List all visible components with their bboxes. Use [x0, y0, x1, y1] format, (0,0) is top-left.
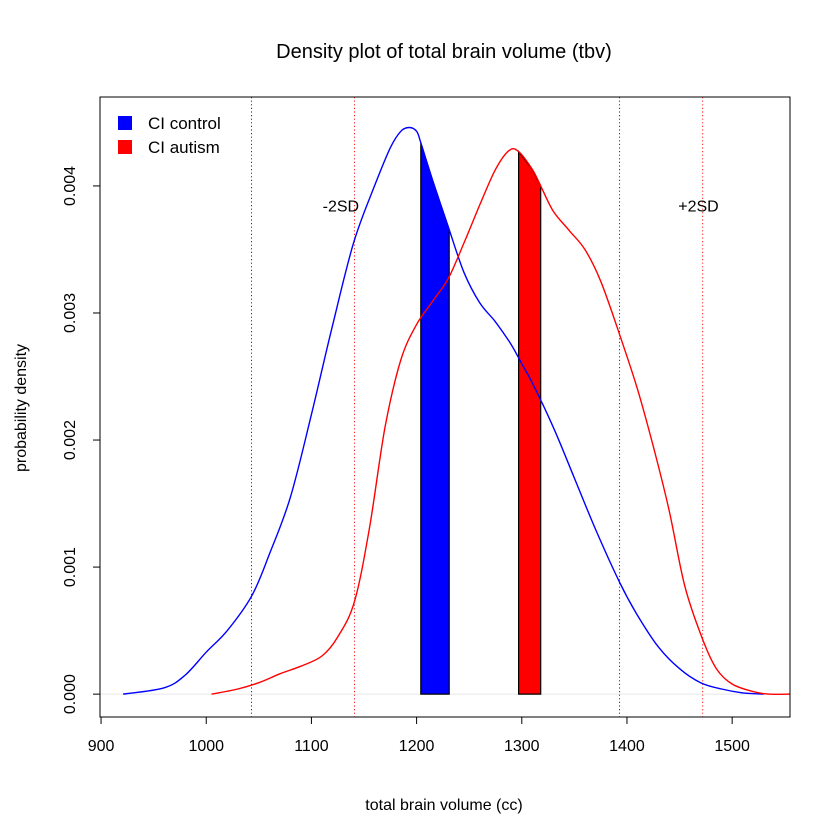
y-tick-label: 0.001 [62, 547, 79, 587]
y-axis-label: probability density [13, 344, 30, 472]
y-tick-label: 0.000 [62, 674, 79, 714]
annotation-2: +2SD [678, 198, 718, 215]
legend-label-1: CI control [148, 114, 221, 133]
plot-layer: -2SD +2SD [100, 97, 791, 717]
x-tick-label: 1400 [609, 738, 645, 755]
legend-label-2: CI autism [148, 138, 220, 157]
density-curve-2 [211, 147, 791, 696]
x-tick-label: 1100 [294, 738, 329, 755]
x-tick-label: 1200 [399, 738, 435, 755]
x-tick-label: 1500 [714, 738, 750, 755]
legend-swatch-2 [118, 140, 132, 154]
y-tick-label: 0.003 [62, 293, 79, 333]
ci-band-2 [518, 149, 542, 695]
axes-layer: 900 1000 1100 1200 1300 1400 1500 0.000 0.001 0.0… [62, 166, 750, 755]
legend-swatch-1 [118, 116, 132, 130]
legend: CI control CI autism [118, 114, 221, 157]
density-curve-1 [122, 126, 764, 695]
y-tick-label: 0.002 [62, 420, 79, 460]
x-axis-label: total brain volume (cc) [365, 797, 522, 814]
x-tick-label: 1000 [188, 738, 224, 755]
y-tick-label: 0.004 [62, 166, 79, 206]
x-tick-label: 1300 [504, 738, 540, 755]
x-tick-label: 900 [88, 738, 115, 755]
chart-title: Density plot of total brain volume (tbv) [276, 41, 612, 63]
ci-band-1 [420, 142, 450, 695]
annotation-1: -2SD [323, 198, 359, 215]
